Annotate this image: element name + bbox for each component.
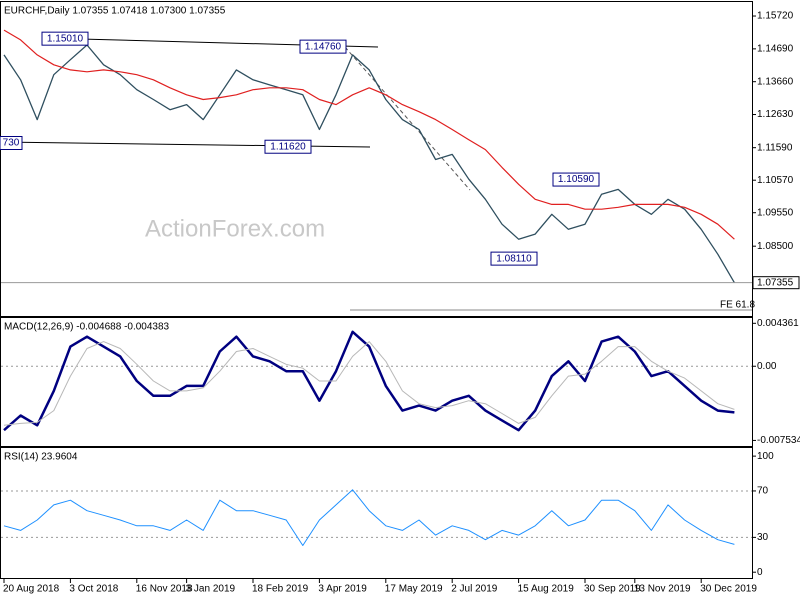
y-tick-label: 1.15720 xyxy=(757,11,794,22)
x-tick-label: 18 Feb 2019 xyxy=(252,584,309,595)
annotation-label: 1.08110 xyxy=(496,253,532,264)
panel-title: RSI(14) 23.9604 xyxy=(4,452,78,463)
annotation-label: 730 xyxy=(3,138,20,149)
y-tick-label: 0.00 xyxy=(757,361,777,372)
plot-layer: ActionForex.com 1.15720 1.14690 1.13660 1.12… xyxy=(0,4,800,595)
y-tick-label: 1.14690 xyxy=(757,44,794,55)
y-tick-label: 1.11590 xyxy=(757,142,793,153)
x-tick-label: 3 Apr 2019 xyxy=(318,584,367,595)
annotation-label: 1.11620 xyxy=(270,141,306,152)
y-tick-label: 30 xyxy=(757,532,769,543)
x-tick-label: 16 Nov 2018 xyxy=(136,584,193,595)
title-bg xyxy=(2,4,241,17)
y-tick-label: 1.08500 xyxy=(757,241,794,252)
y-tick-label: -0.007534 xyxy=(757,435,800,446)
y-tick-label: 1.10570 xyxy=(757,175,794,186)
y-tick-label: 1.12630 xyxy=(757,109,794,120)
series-line xyxy=(3,330,735,432)
y-tick-label: 0.004361 xyxy=(757,318,799,329)
panel-title: MACD(12,26,9) -0.004688 -0.004383 xyxy=(4,322,170,333)
x-tick-label: 13 Nov 2019 xyxy=(634,584,691,595)
title-bg xyxy=(2,320,177,333)
x-tick-label: 17 May 2019 xyxy=(385,584,443,595)
macd-panel xyxy=(0,317,753,447)
x-tick-label: 30 Sep 2019 xyxy=(584,584,641,595)
annotation-label: 1.15010 xyxy=(47,33,84,44)
annotation-label: 1.10590 xyxy=(558,174,595,185)
projection-line xyxy=(344,46,471,191)
title-bg xyxy=(2,450,82,463)
y-tick-label: 70 xyxy=(757,486,769,497)
rsi-panel xyxy=(0,447,753,579)
y-tick-label: 1.09550 xyxy=(757,207,794,218)
series-line xyxy=(3,489,735,546)
series-line xyxy=(3,44,735,284)
x-tick-label: 3 Oct 2018 xyxy=(69,584,118,595)
series-line xyxy=(3,29,735,240)
annotation-box xyxy=(299,39,347,54)
fe-label: FE 61.8 xyxy=(720,300,755,311)
last-price-label: 1.07355 xyxy=(757,277,794,288)
series-line xyxy=(3,341,735,426)
annotation-box xyxy=(0,136,23,150)
annotation-box xyxy=(490,251,538,266)
x-tick-label: 30 Dec 2019 xyxy=(700,584,757,595)
x-tick-label: 20 Aug 2018 xyxy=(3,584,60,595)
y-tick-label: 100 xyxy=(757,451,774,462)
price-panel xyxy=(0,1,753,317)
annotation-box xyxy=(552,172,600,187)
annotation-label: 1.14760 xyxy=(305,41,342,52)
x-tick-label: 2 Jul 2019 xyxy=(451,584,498,595)
watermark: ActionForex.com xyxy=(145,215,325,242)
y-tick-label: 0 xyxy=(757,567,763,578)
x-tick-label: 15 Aug 2019 xyxy=(518,584,575,595)
last-price-box xyxy=(752,276,800,290)
x-tick-label: 3 Jan 2019 xyxy=(186,584,236,595)
y-tick-label: 1.13660 xyxy=(757,76,794,87)
panel-title: EURCHF,Daily 1.07355 1.07418 1.07300 1.0… xyxy=(4,6,226,17)
annotation-box xyxy=(41,31,89,46)
annotation-box xyxy=(264,139,312,154)
